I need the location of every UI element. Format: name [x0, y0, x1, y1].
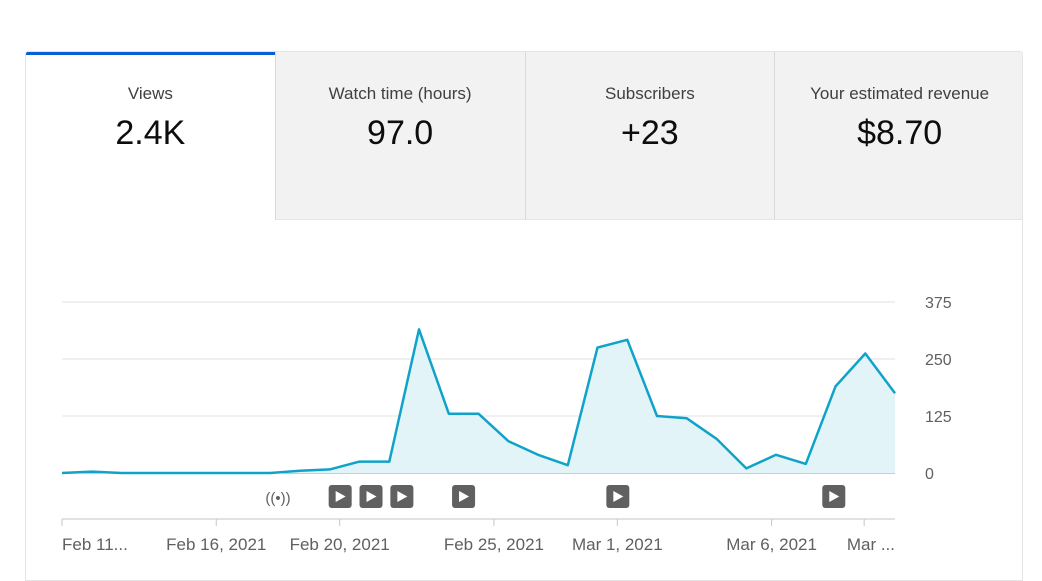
tab-watch-time[interactable]: Watch time (hours) 97.0: [274, 52, 525, 220]
views-area: [62, 329, 895, 473]
video-icon[interactable]: [452, 485, 476, 508]
video-icon[interactable]: [822, 485, 846, 508]
y-tick-label: 0: [925, 466, 934, 483]
tab-revenue[interactable]: Your estimated revenue $8.70: [774, 52, 1022, 220]
tab-subscribers[interactable]: Subscribers +23: [524, 52, 775, 220]
analytics-card: Views 2.4K Watch time (hours) 97.0 Subsc…: [25, 51, 1023, 581]
video-icon[interactable]: [390, 485, 414, 508]
y-tick-label: 375: [925, 295, 952, 312]
tab-label: Watch time (hours): [328, 84, 472, 103]
tab-label: Your estimated revenue: [810, 84, 990, 103]
tab-label: Views: [127, 84, 173, 103]
tab-label: Subscribers: [604, 84, 695, 103]
x-tick-label: Mar ...: [847, 535, 895, 554]
video-icon[interactable]: [359, 485, 383, 508]
x-tick-label: Feb 11...: [62, 535, 128, 554]
x-tick-label: Feb 25, 2021: [444, 535, 544, 554]
tab-value: +23: [621, 114, 679, 152]
tab-value: 97.0: [367, 114, 434, 152]
video-icon[interactable]: [606, 485, 630, 508]
tab-value: 2.4K: [115, 114, 186, 152]
metric-tabs: Views 2.4K Watch time (hours) 97.0 Subsc…: [26, 52, 1022, 220]
y-tick-label: 250: [925, 352, 952, 369]
views-line: [61, 328, 897, 475]
x-tick-label: Feb 20, 2021: [290, 535, 390, 554]
video-icon[interactable]: [328, 485, 352, 508]
x-tick-label: Feb 16, 2021: [166, 535, 266, 554]
live-icon[interactable]: ((•)): [265, 490, 290, 507]
y-tick-label: 125: [925, 409, 952, 426]
tab-value: $8.70: [857, 114, 943, 152]
x-tick-label: Mar 6, 2021: [726, 535, 817, 554]
tab-views[interactable]: Views 2.4K: [26, 52, 275, 220]
x-tick-label: Mar 1, 2021: [572, 535, 663, 554]
